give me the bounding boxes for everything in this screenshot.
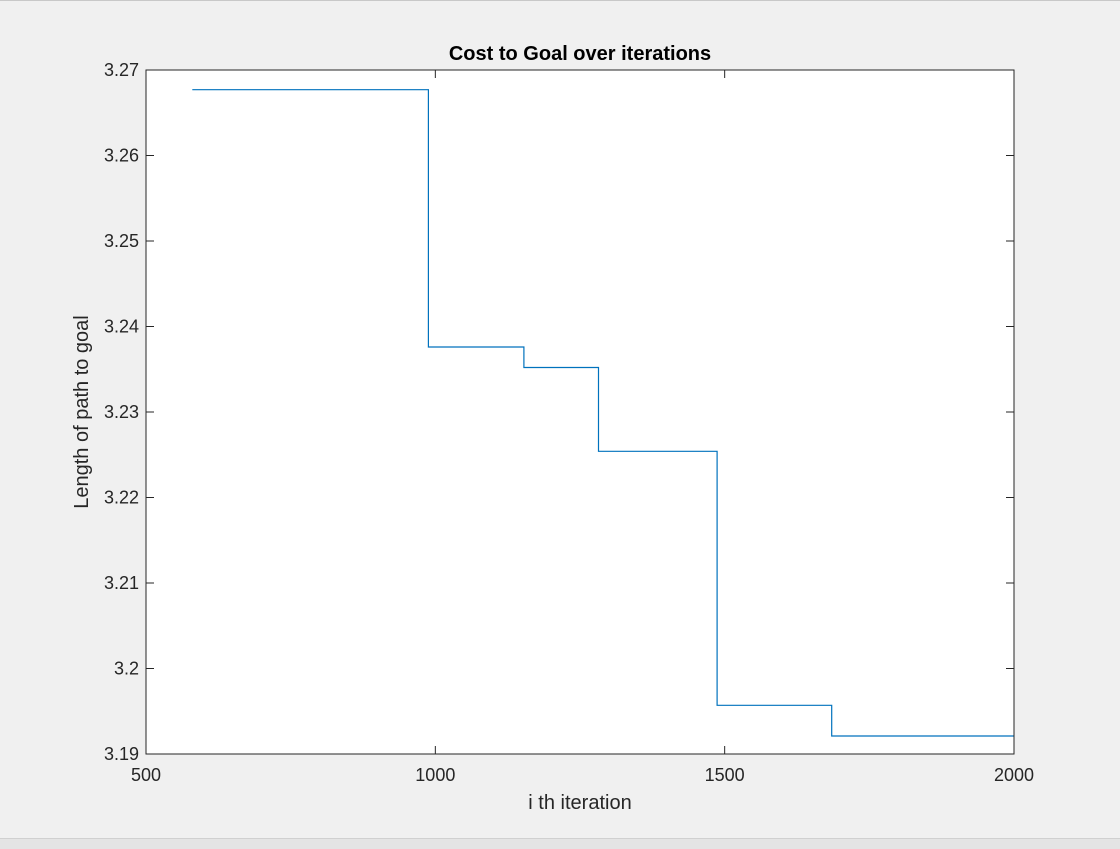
y-tick-label: 3.2: [114, 659, 139, 679]
y-tick-label: 3.21: [104, 573, 139, 593]
axes-box: [145, 69, 1015, 755]
y-tick-label: 3.25: [104, 231, 139, 251]
x-tick-label: 1000: [415, 765, 455, 785]
y-tick-label: 3.22: [104, 488, 139, 508]
y-tick-labels: 3.19 3.2 3.21 3.22 3.23 3.24 3.25 3.26 3.27: [104, 60, 139, 764]
y-tick-label: 3.24: [104, 317, 139, 337]
background-window-strip: [0, 838, 1120, 849]
x-tick-label: 2000: [994, 765, 1034, 785]
series-line: [192, 89, 1014, 737]
x-tick-label: 1500: [705, 765, 745, 785]
y-tick-label: 3.26: [104, 146, 139, 166]
y-tick-label: 3.19: [104, 744, 139, 764]
x-tick-label: 500: [131, 765, 161, 785]
series-group: [192, 89, 1014, 737]
y-tick-label: 3.23: [104, 402, 139, 422]
plot-area: [146, 70, 1014, 754]
y-axis-title: Length of path to goal: [71, 315, 93, 509]
x-tick-labels: 500 1000 1500 2000: [131, 765, 1034, 785]
y-tick-label: 3.27: [104, 60, 139, 80]
x-axis-title: i th iteration: [528, 792, 631, 814]
chart-title: Cost to Goal over iterations: [449, 43, 711, 65]
